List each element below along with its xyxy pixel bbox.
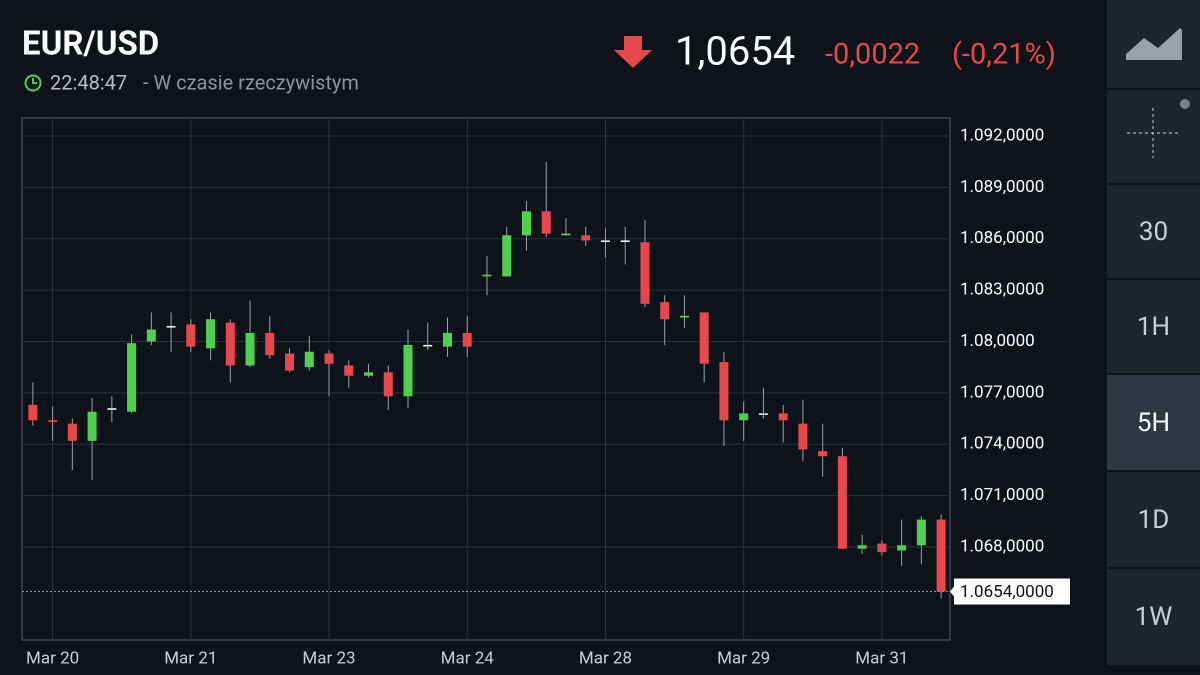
candle-body xyxy=(521,211,531,236)
candle-body xyxy=(739,413,749,421)
y-tick-label: 1.089,0000 xyxy=(960,177,1044,197)
candle-body xyxy=(265,332,275,356)
candle-body xyxy=(127,343,137,412)
candle-body xyxy=(758,413,768,415)
candle-body xyxy=(344,365,354,376)
time: 22:48:47 xyxy=(50,70,127,94)
chart-icon xyxy=(1125,28,1182,60)
candle-body xyxy=(897,545,907,551)
candle-body xyxy=(245,332,255,366)
down-arrow xyxy=(614,36,652,68)
candle-body xyxy=(107,408,117,410)
x-tick-label: Mar 31 xyxy=(855,648,908,668)
candle-body xyxy=(146,329,156,342)
chart: EUR/USD 22:48:47 - W czasie rzeczywistym… xyxy=(21,25,1070,668)
interval-button[interactable]: 5H xyxy=(1107,375,1200,470)
last-price-pointer xyxy=(950,586,954,597)
candle-body xyxy=(877,543,887,553)
y-tick-label: 1.077,0000 xyxy=(960,382,1044,402)
candle-body xyxy=(679,315,689,318)
x-tick-label: Mar 21 xyxy=(164,648,217,668)
interval-button[interactable]: 1W xyxy=(1107,569,1200,665)
price: 1,0654 xyxy=(675,28,795,75)
last-price-label: 1.0654,0000 xyxy=(960,582,1054,602)
chart-type-button[interactable] xyxy=(1107,0,1200,88)
x-tick-label: Mar 28 xyxy=(579,648,632,668)
candle-body xyxy=(166,326,176,328)
interval-button[interactable]: 30 xyxy=(1107,185,1200,278)
candle-body xyxy=(324,353,334,364)
candle-body xyxy=(442,332,452,347)
clock-icon xyxy=(24,74,42,92)
y-tick-label: 1.086,0000 xyxy=(960,228,1044,248)
candle-body xyxy=(48,420,58,422)
symbol: EUR/USD xyxy=(22,25,159,64)
candle-body xyxy=(67,423,77,441)
candle-body xyxy=(581,235,591,241)
candle-body xyxy=(857,545,867,549)
candle-body xyxy=(225,322,235,366)
candle-body xyxy=(502,235,512,277)
candle-body xyxy=(600,240,610,242)
interval-button[interactable]: 1H xyxy=(1107,280,1200,373)
y-tick-label: 1.08,0000 xyxy=(960,331,1035,351)
change: -0,0022 xyxy=(825,38,920,72)
candle-body xyxy=(482,274,492,277)
crosshair-button[interactable] xyxy=(1107,90,1200,183)
x-tick-label: Mar 29 xyxy=(717,648,770,668)
candle-body xyxy=(660,302,670,320)
mode: - W czasie rzeczywistym xyxy=(138,70,359,94)
candle-body xyxy=(719,362,729,421)
candle-body xyxy=(462,332,472,347)
candle-body xyxy=(364,372,374,376)
candle-body xyxy=(423,344,433,347)
y-tick-label: 1.074,0000 xyxy=(960,434,1044,454)
y-tick-label: 1.092,0000 xyxy=(960,125,1044,145)
candle-body xyxy=(403,344,413,397)
candle-body xyxy=(383,372,393,397)
candle-body xyxy=(640,242,650,304)
candle-body xyxy=(87,411,97,441)
y-tick-label: 1.068,0000 xyxy=(960,536,1044,556)
candle-body xyxy=(285,353,295,371)
candle-body xyxy=(936,519,946,592)
candle-body xyxy=(206,319,216,349)
x-tick-label: Mar 20 xyxy=(26,648,79,668)
interval-button[interactable]: 1D xyxy=(1107,472,1200,567)
candle-body xyxy=(916,519,926,546)
y-tick-label: 1.083,0000 xyxy=(960,280,1044,300)
x-tick-label: Mar 24 xyxy=(441,648,495,668)
change-pct: (-0,21%) xyxy=(952,38,1056,72)
candle-body xyxy=(798,423,808,450)
candle-body xyxy=(186,324,196,347)
candle-body xyxy=(541,211,551,234)
candle-body xyxy=(699,312,709,364)
candle-body xyxy=(28,404,38,421)
crosshair-icon xyxy=(1127,99,1190,158)
plot-frame xyxy=(21,117,951,641)
candle-body xyxy=(620,240,630,242)
candle-body xyxy=(837,456,847,549)
candle-body xyxy=(778,413,788,421)
candle-body xyxy=(561,233,571,236)
candle-body xyxy=(304,351,314,368)
y-tick-label: 1.071,0000 xyxy=(960,485,1044,505)
x-tick-label: Mar 23 xyxy=(302,648,355,668)
last-price-box xyxy=(954,578,1070,605)
candle-body xyxy=(818,451,828,457)
